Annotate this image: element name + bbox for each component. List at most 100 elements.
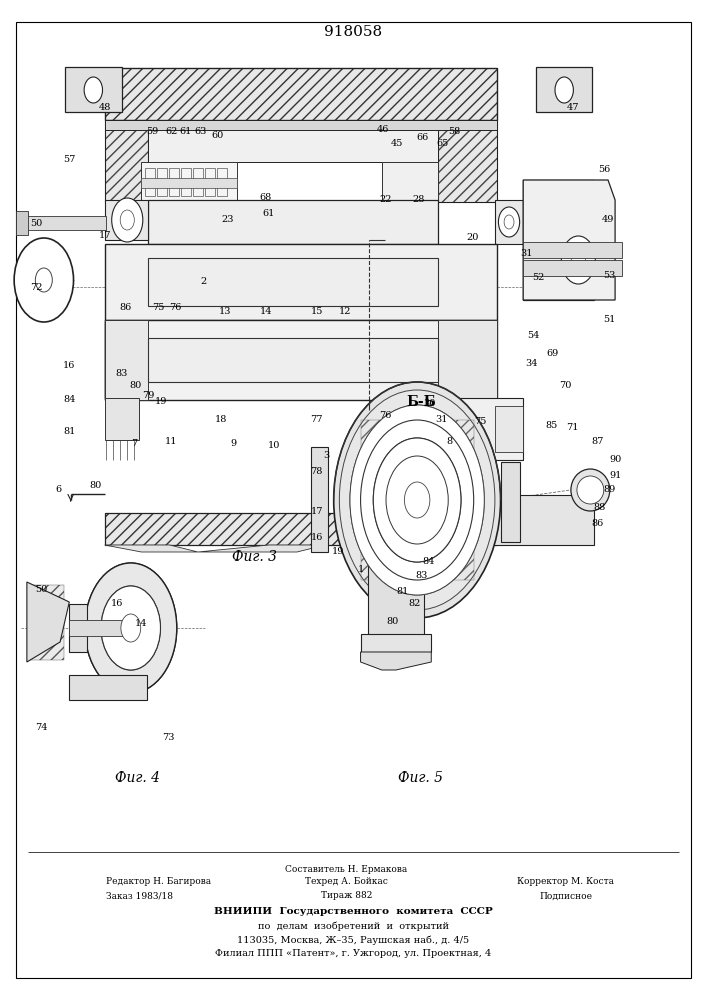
Text: 14: 14 — [135, 619, 148, 629]
Bar — [21, 216, 106, 230]
Text: 14: 14 — [259, 308, 272, 316]
Text: 73: 73 — [162, 734, 175, 742]
Text: 19: 19 — [155, 397, 168, 406]
Text: 80: 80 — [386, 617, 399, 626]
Bar — [105, 68, 497, 120]
Bar — [105, 120, 497, 130]
Text: 75: 75 — [152, 304, 165, 312]
Bar — [454, 497, 592, 543]
Bar — [148, 200, 438, 244]
Bar — [496, 408, 522, 450]
Circle shape — [350, 405, 484, 595]
Bar — [297, 340, 331, 380]
Circle shape — [404, 482, 430, 518]
Text: 80: 80 — [129, 381, 142, 390]
Circle shape — [561, 236, 595, 284]
Text: 66: 66 — [416, 133, 429, 142]
Text: 6: 6 — [55, 486, 61, 494]
Text: 34: 34 — [525, 360, 538, 368]
Text: 81: 81 — [397, 587, 409, 596]
Text: Подписное: Подписное — [539, 892, 592, 900]
Text: 77: 77 — [310, 416, 323, 424]
Text: 89: 89 — [603, 486, 616, 494]
Text: 19: 19 — [332, 548, 344, 556]
Text: 50: 50 — [30, 220, 43, 229]
Circle shape — [386, 456, 448, 544]
Text: 86: 86 — [119, 304, 132, 312]
Text: 31: 31 — [435, 416, 448, 424]
Text: 31: 31 — [520, 249, 532, 258]
Bar — [198, 340, 223, 380]
Bar — [495, 200, 523, 244]
Text: 13: 13 — [218, 308, 231, 316]
Text: 12: 12 — [339, 308, 351, 316]
Text: 70: 70 — [559, 380, 572, 389]
Text: 16: 16 — [63, 360, 76, 369]
Bar — [438, 244, 497, 320]
Text: 80: 80 — [89, 481, 102, 489]
Bar — [225, 340, 259, 380]
Circle shape — [101, 586, 160, 670]
Text: 11: 11 — [165, 438, 177, 446]
Bar — [157, 168, 167, 196]
Bar — [495, 200, 523, 244]
Bar — [527, 259, 597, 274]
Bar — [105, 320, 148, 400]
Bar — [523, 242, 622, 258]
Polygon shape — [361, 652, 431, 670]
Text: 83: 83 — [415, 572, 428, 580]
Circle shape — [361, 420, 474, 580]
Text: 17: 17 — [98, 232, 111, 240]
Text: 50: 50 — [35, 585, 47, 594]
Bar — [297, 200, 331, 244]
Text: 91: 91 — [609, 471, 621, 480]
Bar — [414, 200, 438, 244]
Bar — [198, 260, 225, 304]
Text: 51: 51 — [603, 316, 616, 324]
Bar — [193, 168, 203, 196]
Circle shape — [111, 600, 151, 656]
Text: 45: 45 — [391, 139, 404, 148]
Bar — [527, 185, 590, 295]
Text: 76: 76 — [169, 304, 182, 312]
Bar — [392, 200, 412, 244]
Bar — [382, 162, 399, 200]
Text: 2: 2 — [201, 277, 206, 286]
Bar — [145, 168, 155, 196]
Text: 918058: 918058 — [325, 25, 382, 39]
Text: ВНИИПИ  Государственного  комитета  СССР: ВНИИПИ Государственного комитета СССР — [214, 908, 493, 916]
Bar — [69, 620, 132, 636]
Text: 48: 48 — [98, 104, 111, 112]
Text: Техред А. Бойкас: Техред А. Бойкас — [305, 878, 388, 886]
Bar — [105, 320, 497, 400]
Bar — [338, 260, 365, 304]
Text: 63: 63 — [194, 127, 207, 136]
Bar — [105, 244, 148, 320]
Bar — [105, 244, 497, 320]
Bar — [71, 606, 86, 650]
Circle shape — [373, 438, 461, 562]
Text: 83: 83 — [115, 369, 128, 378]
Text: 57: 57 — [63, 155, 76, 164]
Bar — [452, 495, 594, 545]
Bar — [369, 542, 423, 636]
Circle shape — [339, 390, 495, 610]
Text: 7: 7 — [132, 440, 137, 448]
Bar — [523, 260, 622, 276]
Text: 84: 84 — [63, 395, 76, 404]
Bar — [148, 260, 173, 304]
Text: 54: 54 — [527, 332, 539, 340]
Bar — [403, 260, 424, 304]
Text: 10: 10 — [268, 442, 281, 450]
Bar — [438, 398, 523, 460]
Bar — [217, 168, 227, 196]
Text: Заказ 1983/18: Заказ 1983/18 — [106, 892, 173, 900]
Bar — [16, 211, 28, 235]
Text: 28: 28 — [412, 196, 425, 205]
Text: 62: 62 — [165, 127, 178, 136]
Text: 90: 90 — [609, 456, 621, 464]
Text: 72: 72 — [30, 284, 43, 292]
Bar — [106, 400, 137, 438]
Bar — [361, 420, 474, 580]
Bar — [523, 240, 607, 258]
